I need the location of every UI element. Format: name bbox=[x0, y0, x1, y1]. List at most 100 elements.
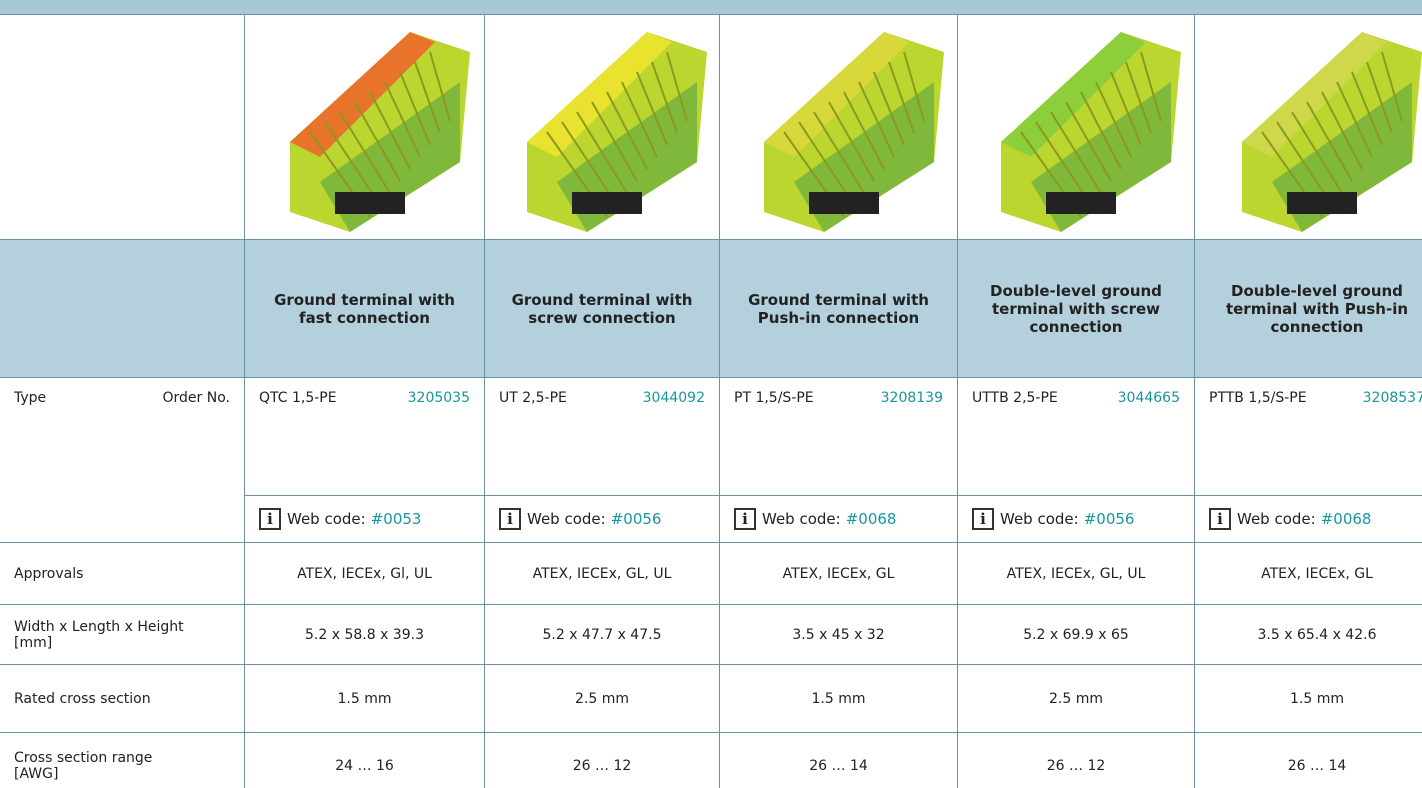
product-name: Double-level ground terminal with screw … bbox=[990, 281, 1162, 336]
row-label-cell: Width x Length x Height [mm] bbox=[0, 605, 245, 665]
dimensions-cell: 3.5 x 45 x 32 bbox=[720, 605, 958, 665]
approvals: ATEX, IECEx, GL bbox=[1261, 565, 1373, 582]
approvals-cell: ATEX, IECEx, GL, UL bbox=[485, 543, 720, 605]
cross-section-range-cell: 26 … 12 bbox=[485, 733, 720, 788]
row-label: Rated cross section bbox=[14, 690, 151, 707]
type-cell: PT 1,5/S-PE 3208139 bbox=[720, 378, 958, 496]
cross-section-range: 26 … 12 bbox=[572, 758, 632, 774]
product-name: Ground terminal with fast connection bbox=[274, 290, 455, 327]
approvals-cell: ATEX, IECEx, GL, UL bbox=[958, 543, 1195, 605]
info-icon: i bbox=[972, 508, 994, 530]
dimensions: 3.5 x 45 x 32 bbox=[792, 626, 885, 643]
info-icon: i bbox=[499, 508, 521, 530]
web-code-cell: i Web code: #0053 bbox=[245, 496, 485, 543]
cross-section-range: 26 … 12 bbox=[1046, 758, 1106, 774]
product-name: Ground terminal with screw connection bbox=[511, 290, 693, 327]
header-cell: Double-level ground terminal with Push-i… bbox=[1195, 240, 1422, 378]
info-icon: i bbox=[259, 508, 281, 530]
rated-cross-section-cell: 1.5 mm bbox=[1195, 665, 1422, 733]
product-name: Ground terminal with Push-in connection bbox=[748, 290, 929, 327]
cross-section-range: 24 … 16 bbox=[335, 758, 394, 774]
product-name: Double-level ground terminal with Push-i… bbox=[1225, 281, 1409, 336]
type-cell: UTTB 2,5-PE 3044665 bbox=[958, 378, 1195, 496]
image-cell bbox=[958, 15, 1195, 240]
web-code-label: Web code: bbox=[527, 510, 606, 528]
image-cell bbox=[245, 15, 485, 240]
approvals: ATEX, IECEx, GL, UL bbox=[532, 565, 672, 582]
type: QTC 1,5-PE bbox=[259, 390, 337, 406]
empty-cell bbox=[0, 15, 245, 240]
row-label: Order No. bbox=[162, 390, 230, 406]
product-image bbox=[763, 32, 944, 232]
row-label: Cross section range [AWG] bbox=[14, 750, 153, 782]
type: PTTB 1,5/S-PE bbox=[1209, 390, 1307, 406]
approvals-cell: ATEX, IECEx, Gl, UL bbox=[245, 543, 485, 605]
web-code: #0053 bbox=[370, 510, 422, 528]
dimensions-cell: 3.5 x 65.4 x 42.6 bbox=[1195, 605, 1422, 665]
approvals-cell: ATEX, IECEx, GL bbox=[720, 543, 958, 605]
dimensions-cell: 5.2 x 69.9 x 65 bbox=[958, 605, 1195, 665]
web-code-cell: i Web code: #0068 bbox=[1195, 496, 1422, 543]
rated-cross-section-cell: 2.5 mm bbox=[958, 665, 1195, 733]
product-image bbox=[289, 32, 470, 232]
web-code-cell: i Web code: #0056 bbox=[958, 496, 1195, 543]
product-image bbox=[527, 32, 707, 232]
empty-header bbox=[0, 240, 245, 378]
order-no: 3208537 bbox=[1362, 390, 1422, 406]
rated-cross-section: 1.5 mm bbox=[811, 690, 866, 707]
cross-section-range-cell: 26 … 14 bbox=[720, 733, 958, 788]
image-cell bbox=[1195, 15, 1422, 240]
header-cell: Ground terminal with Push-in connection bbox=[720, 240, 958, 378]
web-code: #0056 bbox=[610, 510, 662, 528]
web-code-cell: i Web code: #0068 bbox=[720, 496, 958, 543]
row-label: Type bbox=[14, 390, 47, 406]
web-code: #0068 bbox=[1320, 510, 1372, 528]
row-label: Width x Length x Height [mm] bbox=[14, 618, 184, 651]
rated-cross-section: 1.5 mm bbox=[1290, 690, 1344, 707]
cross-section-range: 26 … 14 bbox=[1287, 758, 1347, 774]
type-cell: UT 2,5-PE 3044092 bbox=[485, 378, 720, 496]
image-cell bbox=[485, 15, 720, 240]
type: PT 1,5/S-PE bbox=[734, 390, 814, 406]
header-cell: Ground terminal with fast connection bbox=[245, 240, 485, 378]
info-icon: i bbox=[1209, 508, 1231, 530]
order-no: 3208139 bbox=[880, 390, 943, 406]
header-cell: Ground terminal with screw connection bbox=[485, 240, 720, 378]
row-label: Approvals bbox=[14, 565, 84, 582]
cross-section-range-cell: 26 … 14 bbox=[1195, 733, 1422, 788]
cross-section-range-cell: 26 … 12 bbox=[958, 733, 1195, 788]
row-label-cell: Cross section range [AWG] bbox=[0, 733, 245, 788]
dimensions: 5.2 x 58.8 x 39.3 bbox=[305, 626, 424, 643]
top-band bbox=[0, 0, 1422, 15]
row-label-cell: Rated cross section bbox=[0, 665, 245, 733]
info-icon: i bbox=[734, 508, 756, 530]
approvals: ATEX, IECEx, GL, UL bbox=[1006, 565, 1146, 582]
rated-cross-section: 1.5 mm bbox=[337, 690, 392, 707]
approvals: ATEX, IECEx, GL bbox=[782, 565, 895, 582]
dimensions: 5.2 x 47.7 x 47.5 bbox=[542, 626, 662, 643]
approvals: ATEX, IECEx, Gl, UL bbox=[297, 565, 432, 582]
web-code-label: Web code: bbox=[1000, 510, 1079, 528]
product-image bbox=[1001, 32, 1181, 232]
type: UTTB 2,5-PE bbox=[972, 390, 1058, 406]
rated-cross-section-cell: 1.5 mm bbox=[245, 665, 485, 733]
dimensions-cell: 5.2 x 58.8 x 39.3 bbox=[245, 605, 485, 665]
cross-section-range: 26 … 14 bbox=[809, 758, 868, 774]
order-no: 3044092 bbox=[642, 390, 705, 406]
type-cell: PTTB 1,5/S-PE 3208537 bbox=[1195, 378, 1422, 496]
web-code: #0056 bbox=[1083, 510, 1135, 528]
order-no: 3205035 bbox=[407, 390, 470, 406]
product-image bbox=[1242, 32, 1422, 232]
image-cell bbox=[720, 15, 958, 240]
web-code-label: Web code: bbox=[287, 510, 366, 528]
dimensions: 3.5 x 65.4 x 42.6 bbox=[1257, 626, 1377, 643]
web-code-cell: i Web code: #0056 bbox=[485, 496, 720, 543]
rated-cross-section: 2.5 mm bbox=[1049, 690, 1103, 707]
approvals-cell: ATEX, IECEx, GL bbox=[1195, 543, 1422, 605]
web-code: #0068 bbox=[845, 510, 897, 528]
dimensions: 5.2 x 69.9 x 65 bbox=[1023, 626, 1129, 643]
rated-cross-section: 2.5 mm bbox=[575, 690, 629, 707]
type-cell: QTC 1,5-PE 3205035 bbox=[245, 378, 485, 496]
web-code-label: Web code: bbox=[762, 510, 841, 528]
